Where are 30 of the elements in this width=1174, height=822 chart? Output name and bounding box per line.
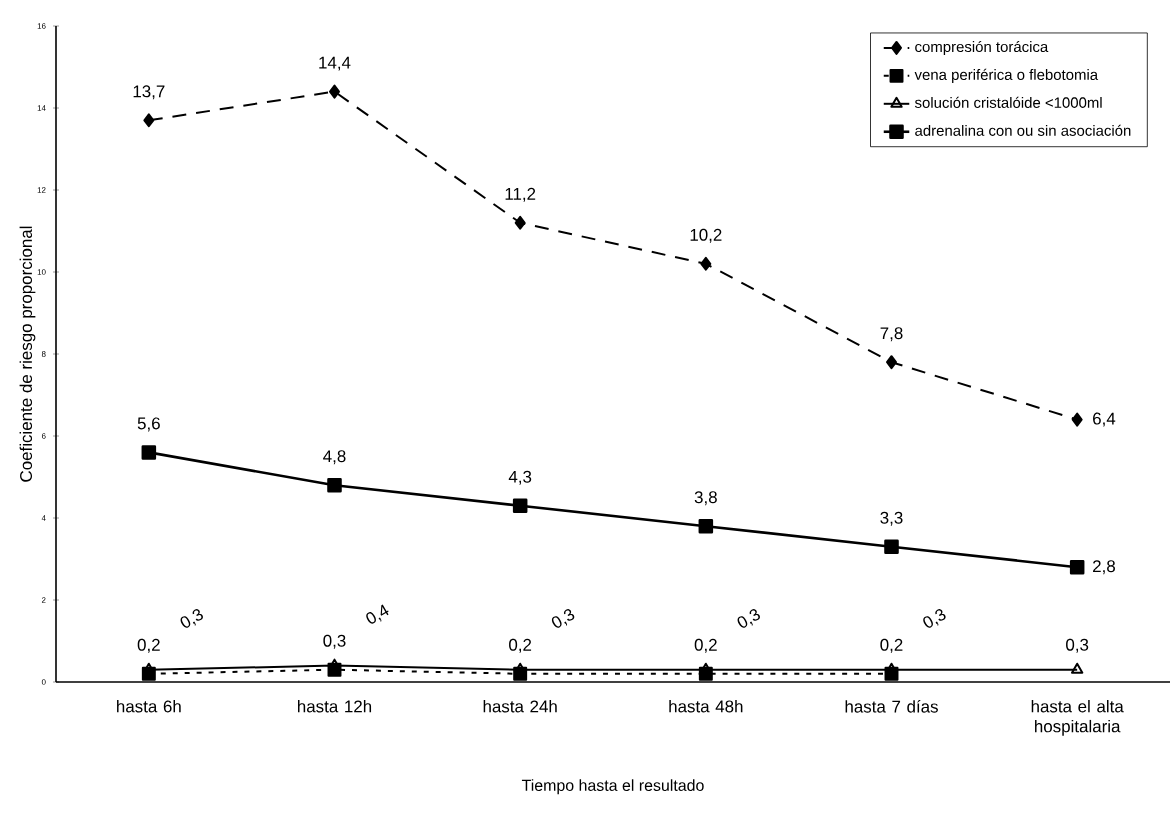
data-label: 0,4: [366, 604, 389, 624]
data-label: 2,8: [1093, 560, 1115, 575]
x-tick-label: hasta 24h: [483, 699, 557, 713]
data-label: 4,8: [323, 450, 346, 465]
data-label: 0,2: [694, 638, 717, 653]
data-label: 0,2: [509, 638, 532, 653]
data-label: 13,7: [133, 85, 165, 100]
data-label: 0,3: [737, 609, 760, 628]
data-label: 7,8: [880, 327, 903, 342]
data-label: 0,3: [551, 609, 575, 628]
data-label: 11,2: [505, 187, 536, 202]
data-label: 5,6: [137, 417, 160, 432]
data-label: 4,3: [508, 470, 532, 485]
x-tick-label: hasta 12h: [298, 699, 372, 713]
data-label: 0,2: [137, 638, 160, 653]
x-tick-label: hasta el alta hospitalaria: [1031, 699, 1124, 736]
y-axis-title: Coeficiente de riesgo proporcional: [19, 226, 36, 482]
x-tick-label: hasta 7 días: [845, 700, 938, 713]
data-label: 10,2: [690, 228, 722, 243]
data-label: 0,3: [923, 609, 946, 628]
data-label: 6,4: [1093, 412, 1116, 427]
data-label: 14,4: [319, 56, 351, 71]
data-label: 3,8: [694, 491, 717, 506]
x-tick-label: hasta 6h: [117, 699, 181, 713]
data-label: 0,3: [180, 609, 203, 628]
data-label: 0,3: [323, 634, 346, 649]
data-label: 0,3: [1066, 638, 1089, 653]
data-label: 0,2: [880, 638, 903, 653]
x-tick-label: hasta 48h: [669, 699, 743, 713]
data-label: 3,3: [880, 511, 903, 526]
